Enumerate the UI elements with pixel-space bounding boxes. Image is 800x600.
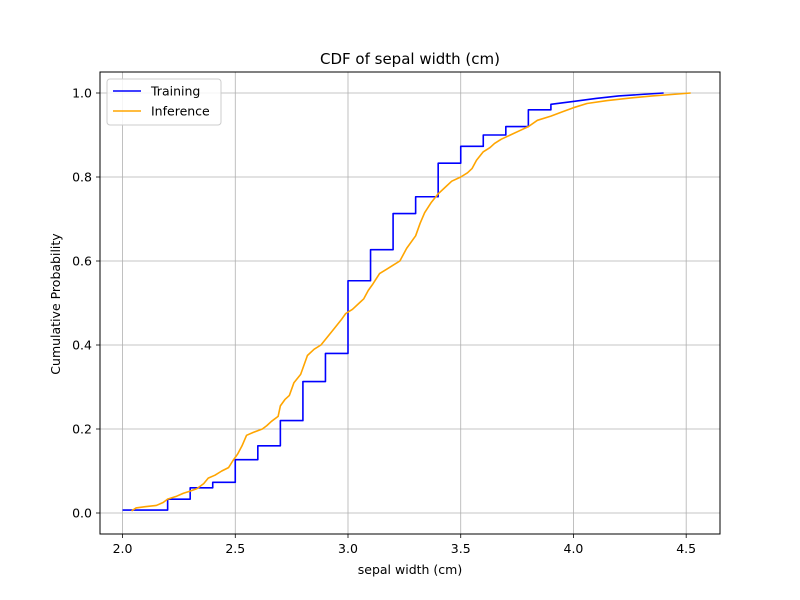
x-tick-label: 3.0: [338, 541, 358, 556]
y-tick-label: 0.8: [72, 170, 92, 185]
plot-area: [122, 92, 691, 512]
chart-title: CDF of sepal width (cm): [320, 50, 500, 68]
legend-label-training: Training: [150, 84, 200, 99]
axes-frame: [99, 71, 721, 535]
x-tick-label: 4.5: [676, 541, 696, 556]
y-tick-label: 1.0: [72, 86, 92, 101]
y-tick-label: 0.2: [72, 422, 92, 437]
legend-label-inference: Inference: [151, 104, 210, 119]
y-tick-label: 0.0: [72, 506, 92, 521]
y-axis-ticks: 0.0 0.2 0.4 0.6 0.8 1.0: [72, 86, 100, 521]
y-axis-label: Cumulative Probability: [48, 233, 63, 375]
x-tick-label: 2.5: [225, 541, 245, 556]
x-axis-label: sepal width (cm): [358, 562, 462, 577]
x-tick-label: 3.5: [451, 541, 471, 556]
x-axis-ticks: 2.0 2.5 3.0 3.5 4.0 4.5: [113, 534, 696, 556]
series-line-inference: [131, 92, 691, 512]
y-tick-label: 0.6: [72, 254, 92, 269]
x-tick-label: 2.0: [113, 541, 133, 556]
y-tick-label: 0.4: [72, 338, 92, 353]
legend: Training Inference: [106, 78, 222, 126]
x-tick-label: 4.0: [564, 541, 584, 556]
series-line-training: [122, 92, 664, 511]
